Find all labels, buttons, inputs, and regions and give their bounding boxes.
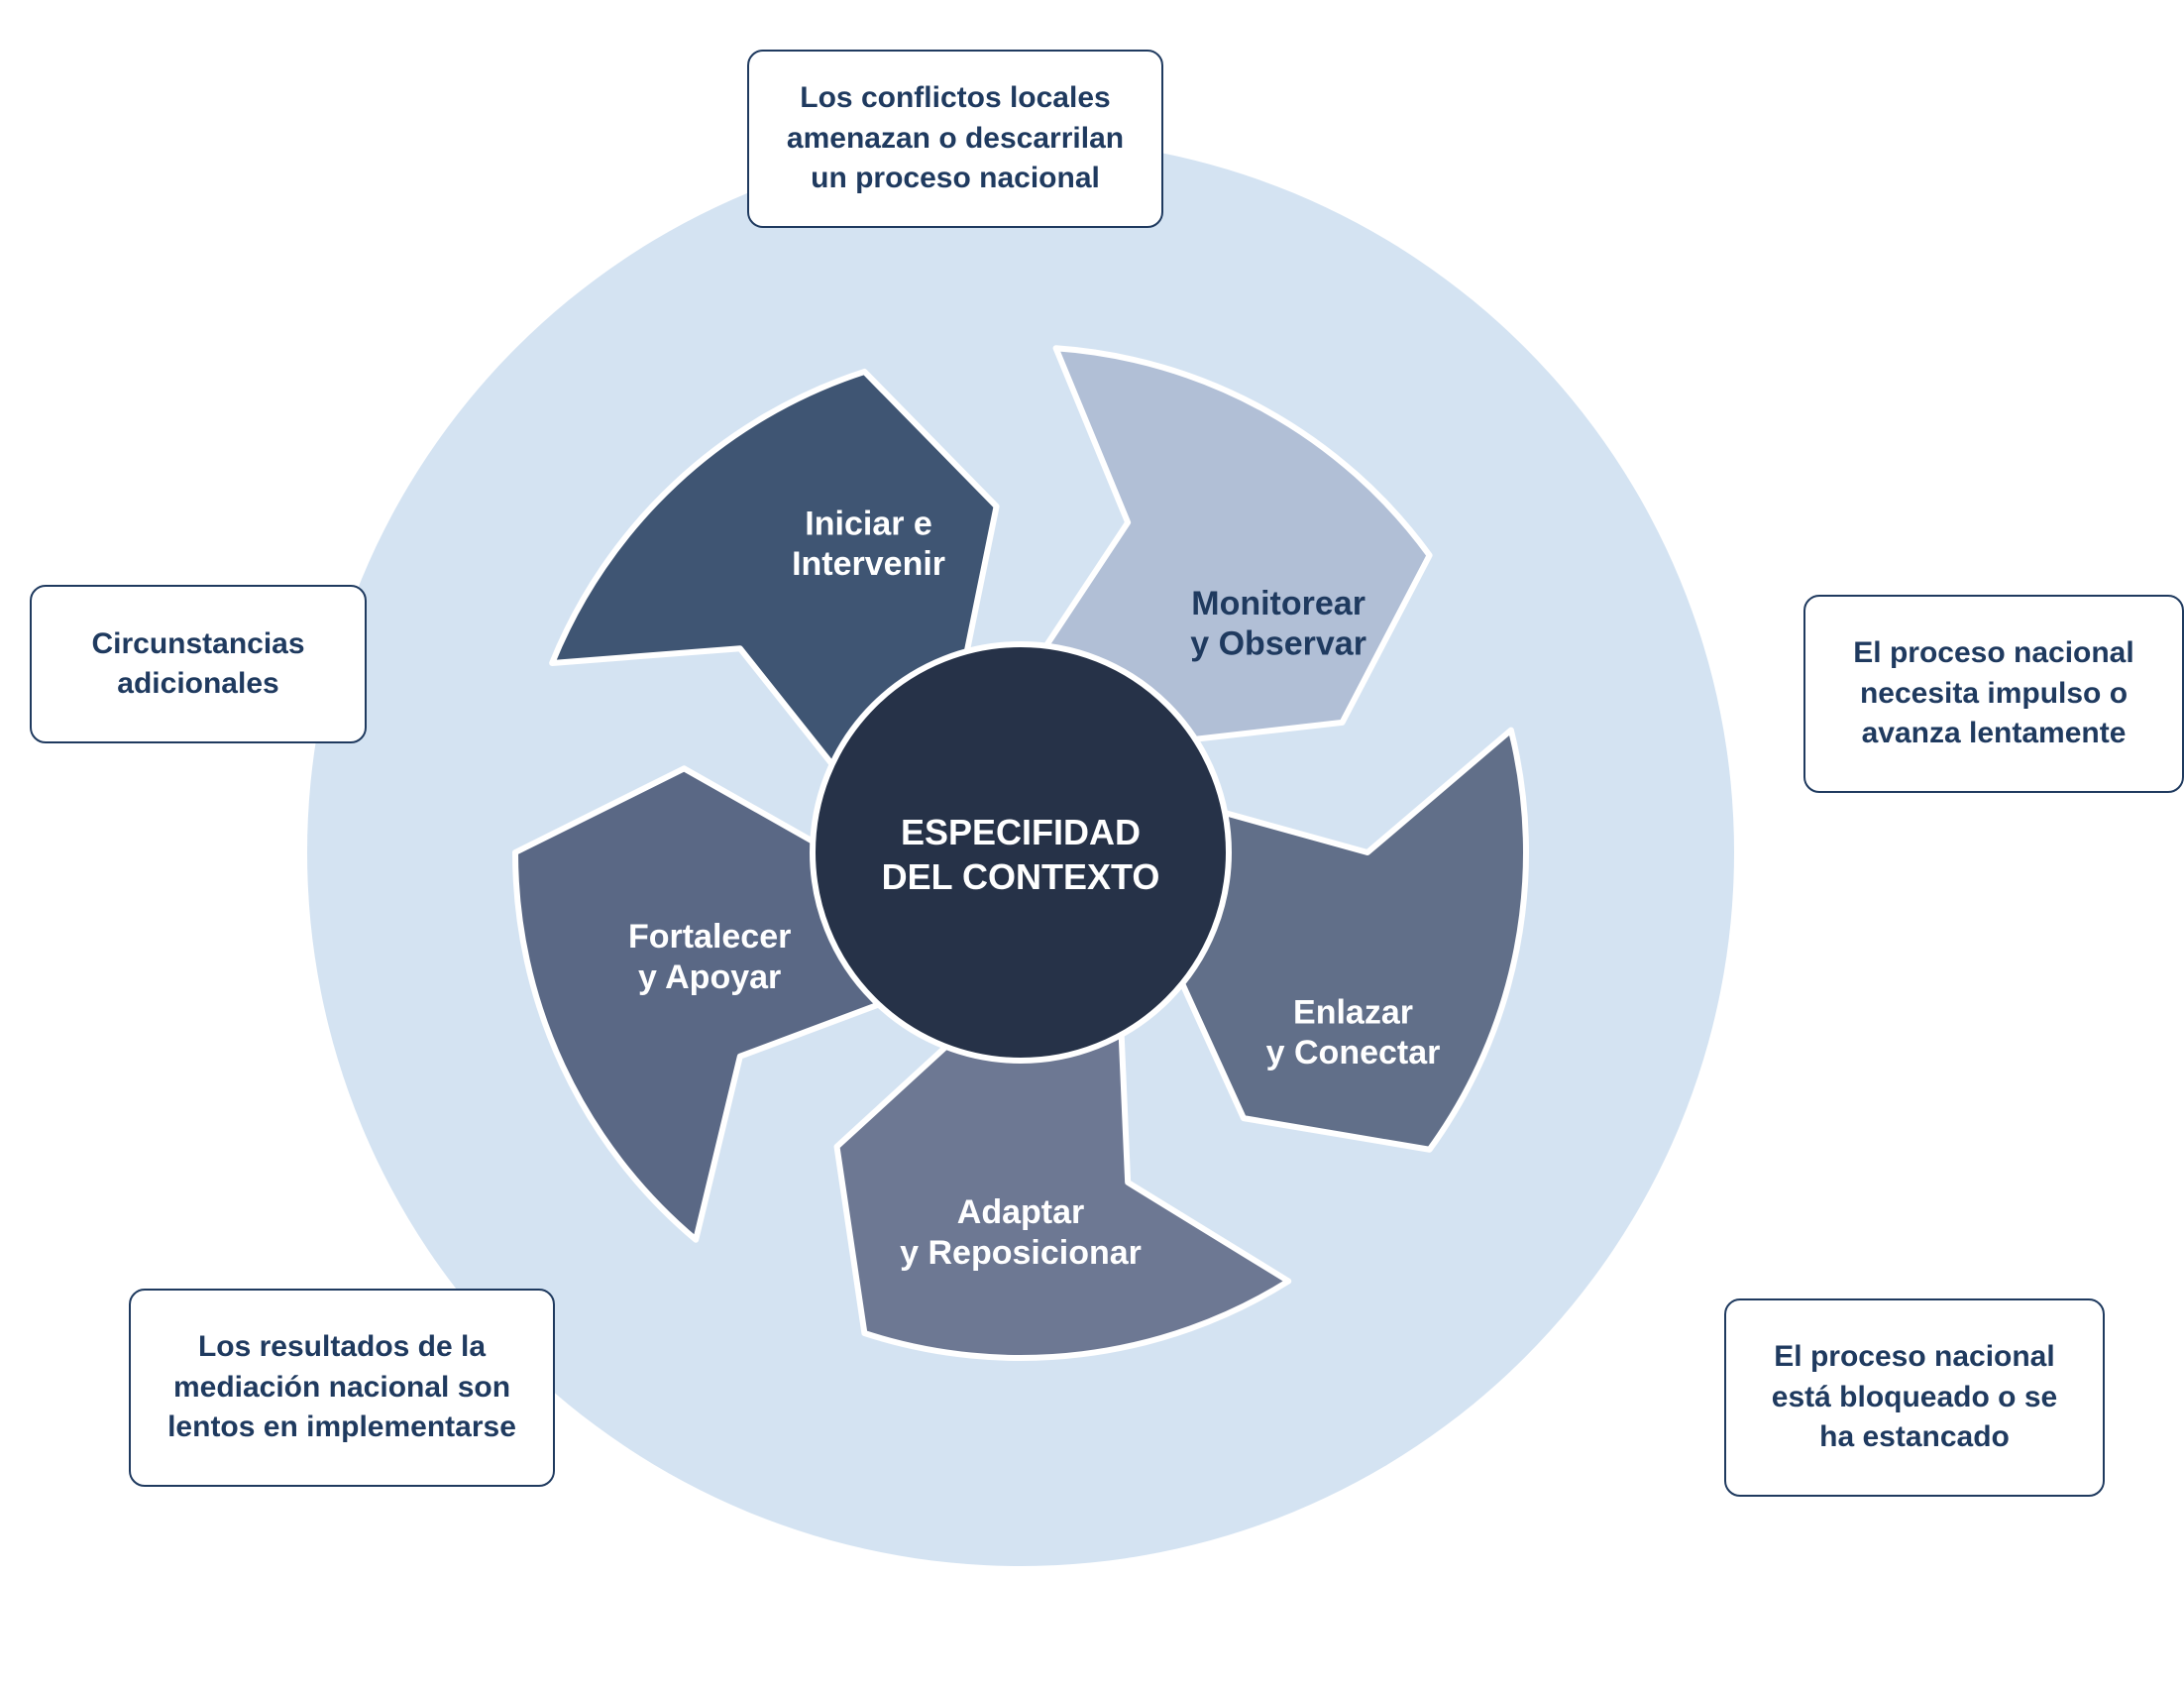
callout-top: Los conflictos locales amenazan o descar… xyxy=(747,50,1163,228)
diagram-root: ESPECIFIDADDEL CONTEXTOIniciar eInterven… xyxy=(0,0,2184,1691)
callout-text-left-up: Circunstancias adicionales xyxy=(59,624,337,705)
callout-text-top: Los conflictos locales amenazan o descar… xyxy=(777,78,1134,199)
callout-right-down: El proceso nacional está bloqueado o se … xyxy=(1724,1298,2105,1497)
callout-left-down: Los resultados de la mediación nacional … xyxy=(129,1289,555,1487)
callout-text-right-down: El proceso nacional está bloqueado o se … xyxy=(1754,1337,2075,1458)
callout-text-left-down: Los resultados de la mediación nacional … xyxy=(159,1327,525,1448)
center-circle xyxy=(813,644,1229,1061)
callout-right-up: El proceso nacional necesita impulso o a… xyxy=(1803,595,2184,793)
callout-left-up: Circunstancias adicionales xyxy=(30,585,367,743)
callout-text-right-up: El proceso nacional necesita impulso o a… xyxy=(1833,633,2154,754)
